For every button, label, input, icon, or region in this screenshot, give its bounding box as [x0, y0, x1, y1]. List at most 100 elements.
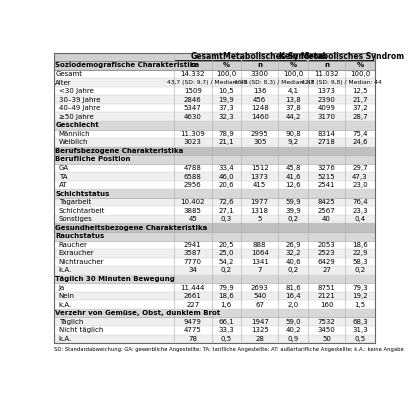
Text: 2661: 2661	[184, 293, 202, 299]
Text: 20,5: 20,5	[219, 242, 234, 248]
Text: Gesamt: Gesamt	[191, 52, 224, 61]
Text: 3170: 3170	[317, 114, 336, 120]
Text: 12,6: 12,6	[285, 182, 301, 188]
Text: n: n	[324, 62, 329, 68]
Text: n: n	[257, 62, 262, 68]
Text: 7532: 7532	[318, 319, 335, 325]
Text: ≥50 Jahre: ≥50 Jahre	[58, 114, 93, 120]
Text: 40–49 Jahre: 40–49 Jahre	[58, 105, 100, 111]
Text: 3450: 3450	[318, 327, 335, 333]
Bar	[54, 95, 374, 104]
Text: Verzehr von Gemüse, Obst, dunklem Brot: Verzehr von Gemüse, Obst, dunklem Brot	[55, 310, 221, 316]
Text: 2541: 2541	[318, 182, 335, 188]
Text: 540: 540	[253, 293, 266, 299]
Text: 5: 5	[257, 216, 262, 222]
Bar	[54, 215, 374, 224]
Text: 46,9 (SD: 8,3) / Median: 48: 46,9 (SD: 8,3) / Median: 48	[234, 80, 314, 85]
Text: 2718: 2718	[318, 139, 335, 145]
Text: 40,2: 40,2	[285, 327, 301, 333]
Text: n: n	[190, 62, 195, 68]
Bar	[54, 87, 374, 95]
Text: 0,2: 0,2	[288, 216, 299, 222]
Text: 10,5: 10,5	[219, 88, 234, 94]
Bar	[54, 181, 374, 189]
Bar	[54, 318, 374, 326]
Text: 43,7 (SD: 9,7) / Median: 45: 43,7 (SD: 9,7) / Median: 45	[167, 80, 248, 85]
Text: Berufliche Position: Berufliche Position	[55, 156, 131, 162]
Text: Männlich: Männlich	[58, 131, 90, 137]
Text: 2,0: 2,0	[288, 302, 299, 308]
Text: Sonstiges: Sonstiges	[58, 216, 92, 222]
Text: 45: 45	[188, 216, 197, 222]
Text: 19,9: 19,9	[219, 97, 234, 103]
Bar	[54, 206, 374, 215]
Text: 7: 7	[257, 268, 262, 274]
Text: TA: TA	[58, 174, 67, 180]
Text: 2053: 2053	[318, 242, 335, 248]
Bar	[54, 104, 374, 112]
Bar	[54, 249, 374, 258]
Text: 76,4: 76,4	[352, 199, 368, 205]
Text: Täglich: Täglich	[58, 319, 83, 325]
Bar	[54, 112, 374, 121]
Text: 44,2: 44,2	[285, 114, 301, 120]
Text: 78: 78	[188, 336, 197, 342]
Text: 2523: 2523	[318, 250, 335, 256]
Text: %: %	[357, 62, 364, 68]
Text: 4775: 4775	[184, 327, 202, 333]
Bar	[54, 266, 374, 275]
Bar	[54, 198, 374, 206]
Text: 100,0: 100,0	[350, 71, 370, 77]
Text: 2121: 2121	[318, 293, 335, 299]
Bar	[54, 232, 374, 240]
Text: 1373: 1373	[251, 174, 269, 180]
Text: Rauchstatus: Rauchstatus	[55, 233, 105, 239]
Text: 100,0: 100,0	[283, 71, 303, 77]
Text: Raucher: Raucher	[58, 242, 88, 248]
Text: 22,9: 22,9	[352, 250, 368, 256]
Text: 1064: 1064	[251, 250, 269, 256]
Text: 47,3: 47,3	[352, 174, 368, 180]
Text: 1512: 1512	[251, 165, 269, 171]
Text: Geschlecht: Geschlecht	[55, 122, 99, 128]
Text: 0,9: 0,9	[287, 336, 299, 342]
Bar	[54, 155, 374, 164]
Text: 41,6: 41,6	[285, 174, 301, 180]
Text: 21,1: 21,1	[219, 139, 234, 145]
Text: GA: GA	[58, 165, 69, 171]
Text: 10.402: 10.402	[181, 199, 205, 205]
Text: 59,0: 59,0	[285, 319, 301, 325]
Text: 4630: 4630	[184, 114, 202, 120]
Text: Exraucher: Exraucher	[58, 250, 94, 256]
Text: Nein: Nein	[58, 293, 75, 299]
Text: 4099: 4099	[318, 105, 335, 111]
Text: 2941: 2941	[184, 242, 202, 248]
Bar	[54, 147, 374, 155]
Text: 25,0: 25,0	[219, 250, 234, 256]
Text: 72,6: 72,6	[219, 199, 234, 205]
Text: 0,4: 0,4	[354, 216, 366, 222]
Text: 305: 305	[253, 139, 266, 145]
Text: 5347: 5347	[184, 105, 202, 111]
Bar	[54, 258, 374, 266]
Text: Soziodemografische Charakteristika: Soziodemografische Charakteristika	[55, 62, 199, 68]
Text: 1248: 1248	[251, 105, 269, 111]
Text: Metabolisches Syndrom: Metabolisches Syndrom	[223, 52, 326, 61]
Text: 2956: 2956	[184, 182, 202, 188]
Text: 1460: 1460	[251, 114, 269, 120]
Bar	[54, 172, 374, 181]
Text: 40: 40	[322, 216, 331, 222]
Text: 0,2: 0,2	[288, 268, 299, 274]
Text: 26,9: 26,9	[285, 242, 301, 248]
Text: 0,5: 0,5	[221, 336, 232, 342]
Text: 18,6: 18,6	[219, 293, 234, 299]
Text: k.A.: k.A.	[58, 302, 72, 308]
Text: 11.309: 11.309	[181, 131, 205, 137]
Text: 66,1: 66,1	[219, 319, 234, 325]
Text: Alter: Alter	[55, 80, 72, 86]
Text: 33,4: 33,4	[219, 165, 234, 171]
Text: 12,5: 12,5	[352, 88, 368, 94]
Text: k.A.: k.A.	[58, 336, 72, 342]
Text: 888: 888	[253, 242, 266, 248]
Text: 9,2: 9,2	[288, 139, 299, 145]
